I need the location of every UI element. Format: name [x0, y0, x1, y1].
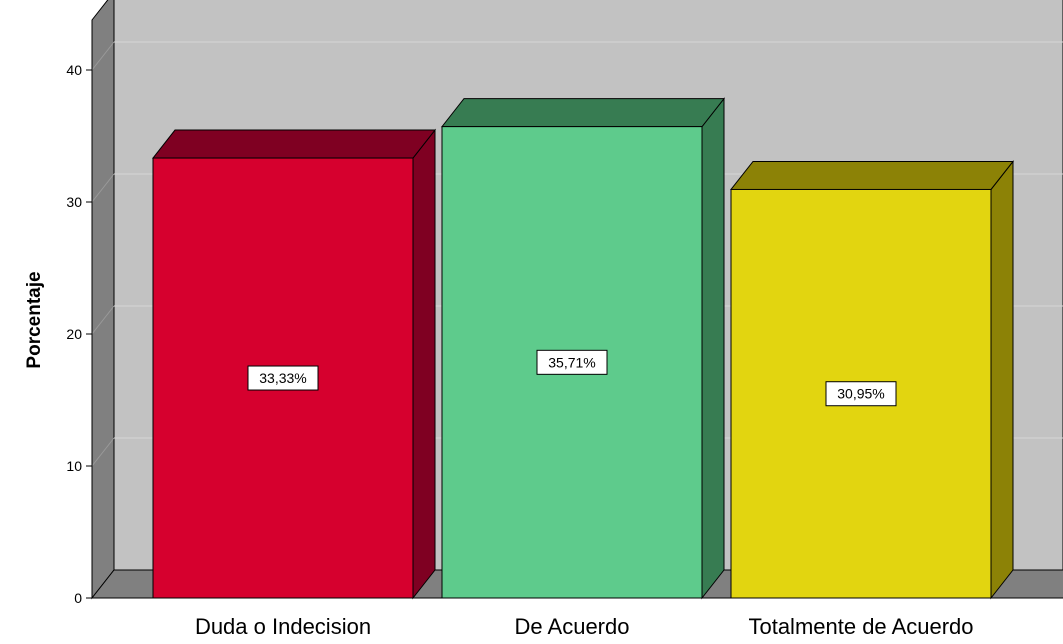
data-label: 35,71%	[548, 354, 595, 370]
data-label: 30,95%	[837, 386, 884, 402]
y-tick-label: 30	[66, 194, 82, 210]
side-wall	[91, 0, 115, 600]
bar-1	[151, 128, 437, 600]
bar-3	[729, 160, 1015, 600]
bar-top	[151, 129, 437, 159]
gridline-side	[91, 41, 115, 71]
bar-side	[990, 160, 1014, 600]
x-tick-label: Duda o Indecision	[195, 614, 371, 639]
gridline-side	[91, 173, 115, 203]
bar-side	[701, 97, 725, 600]
bar-2	[440, 97, 726, 600]
y-axis: 0 10 20 30 40	[66, 20, 93, 606]
data-label-2: 35,71%	[536, 349, 608, 375]
bar-side	[412, 128, 436, 600]
data-label-box	[247, 365, 319, 391]
bars	[151, 97, 1015, 600]
data-label: 33,33%	[259, 370, 306, 386]
y-tick-label: 0	[74, 590, 82, 606]
x-tick-labels: Duda o Indecision De Acuerdo Totalmente de…	[195, 614, 974, 639]
data-label-box	[825, 381, 897, 407]
x-tick-label: Totalmente de Acuerdo	[748, 614, 973, 639]
y-tick-label: 20	[66, 326, 82, 342]
y-tick-label: 10	[66, 458, 82, 474]
data-label-3: 30,95%	[825, 381, 897, 407]
data-label-box	[536, 349, 608, 375]
y-axis-label: Porcentaje	[24, 271, 45, 368]
y-tick-label: 40	[66, 62, 82, 78]
bar-top	[729, 160, 1015, 190]
gridline-side	[91, 437, 115, 467]
x-tick-label: De Acuerdo	[515, 614, 630, 639]
bar-top	[440, 98, 726, 128]
gridline-side	[91, 305, 115, 335]
data-labels: 33,33% 35,71% 30,95%	[247, 349, 897, 407]
data-label-1: 33,33%	[247, 365, 319, 391]
